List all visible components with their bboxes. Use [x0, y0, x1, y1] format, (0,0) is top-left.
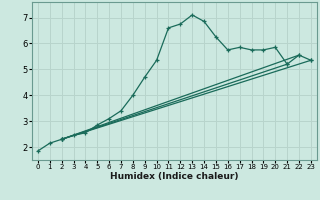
X-axis label: Humidex (Indice chaleur): Humidex (Indice chaleur): [110, 172, 239, 181]
